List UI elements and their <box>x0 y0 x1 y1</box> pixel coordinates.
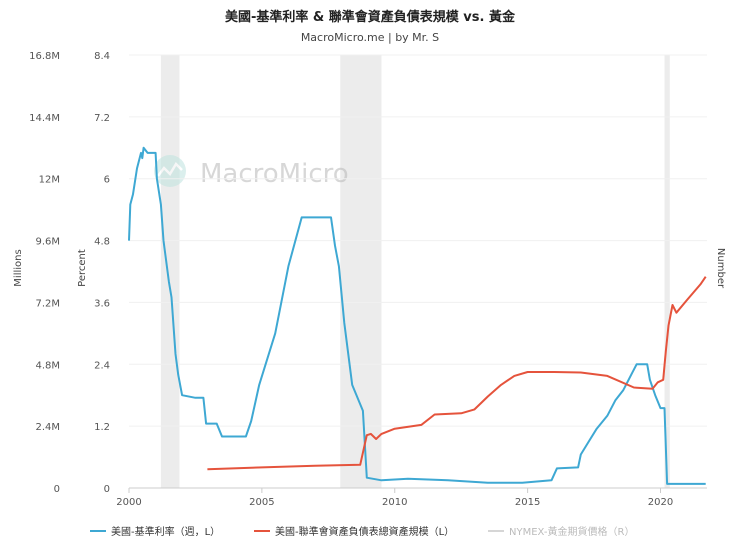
watermark: MacroMicro <box>154 155 349 189</box>
left-inner-tick-label: 0 <box>104 484 110 495</box>
watermark-logo-icon <box>154 155 186 187</box>
legend-label: NYMEX-黃金期貨價格（R） <box>509 525 634 538</box>
legend-item-fed-funds-rate[interactable]: 美國-基準利率（週，L） <box>90 525 220 538</box>
left-inner-tick-label: 2.4 <box>94 360 110 371</box>
left-outer-axis-label: Millions <box>13 249 24 286</box>
chart-subtitle: MacroMicro.me | by Mr. S <box>301 31 439 44</box>
legend-label: 美國-基準利率（週，L） <box>111 525 220 538</box>
left-outer-axis-ticks: 0 2.4M 4.8M 7.2M 9.6M 12M 14.4M 16.8M <box>29 51 707 495</box>
left-outer-tick-label: 4.8M <box>35 360 60 371</box>
left-outer-tick-label: 16.8M <box>29 51 60 62</box>
left-outer-tick-label: 9.6M <box>35 237 60 248</box>
x-tick-label: 2010 <box>382 497 407 508</box>
legend-label: 美國-聯準會資產負債表總資產規模（L） <box>275 525 454 538</box>
left-outer-tick-label: 2.4M <box>35 422 60 433</box>
left-outer-tick-label: 14.4M <box>29 113 60 124</box>
left-inner-tick-label: 7.2 <box>94 113 110 124</box>
watermark-logo-mark <box>157 161 183 177</box>
series-lines <box>128 146 707 485</box>
x-tick-label: 2000 <box>116 497 141 508</box>
x-axis-ticks: 2000 2005 2010 2015 2020 <box>116 488 673 508</box>
left-outer-tick-label: 12M <box>39 175 60 186</box>
left-inner-tick-label: 6 <box>104 175 110 186</box>
chart-title: 美國-基準利率 & 聯準會資產負債表規模 vs. 黃金 <box>225 9 516 25</box>
left-inner-axis-ticks: 0 1.2 2.4 3.6 4.8 6 7.2 8.4 <box>94 51 110 495</box>
recession-band <box>160 55 180 488</box>
left-outer-tick-label: 7.2M <box>35 298 60 309</box>
left-inner-tick-label: 3.6 <box>94 298 110 309</box>
left-inner-tick-label: 1.2 <box>94 422 110 433</box>
x-tick-label: 2015 <box>515 497 540 508</box>
x-tick-label: 2020 <box>648 497 673 508</box>
left-inner-axis-label: Percent <box>77 249 88 287</box>
right-axis-label: Number <box>715 248 726 289</box>
left-inner-tick-label: 8.4 <box>94 51 110 62</box>
fed-balance-sheet-line <box>207 276 707 471</box>
left-outer-tick-label: 0 <box>54 484 60 495</box>
recession-band <box>664 55 670 488</box>
legend-item-gold-futures[interactable]: NYMEX-黃金期貨價格（R） <box>488 525 634 538</box>
left-inner-tick-label: 4.8 <box>94 237 110 248</box>
legend-item-fed-balance-sheet[interactable]: 美國-聯準會資產負債表總資產規模（L） <box>254 525 454 538</box>
recession-band <box>340 55 382 488</box>
watermark-text: MacroMicro <box>200 159 349 189</box>
legend: 美國-基準利率（週，L） 美國-聯準會資產負債表總資產規模（L） NYMEX-黃… <box>90 525 634 538</box>
x-tick-label: 2005 <box>249 497 274 508</box>
